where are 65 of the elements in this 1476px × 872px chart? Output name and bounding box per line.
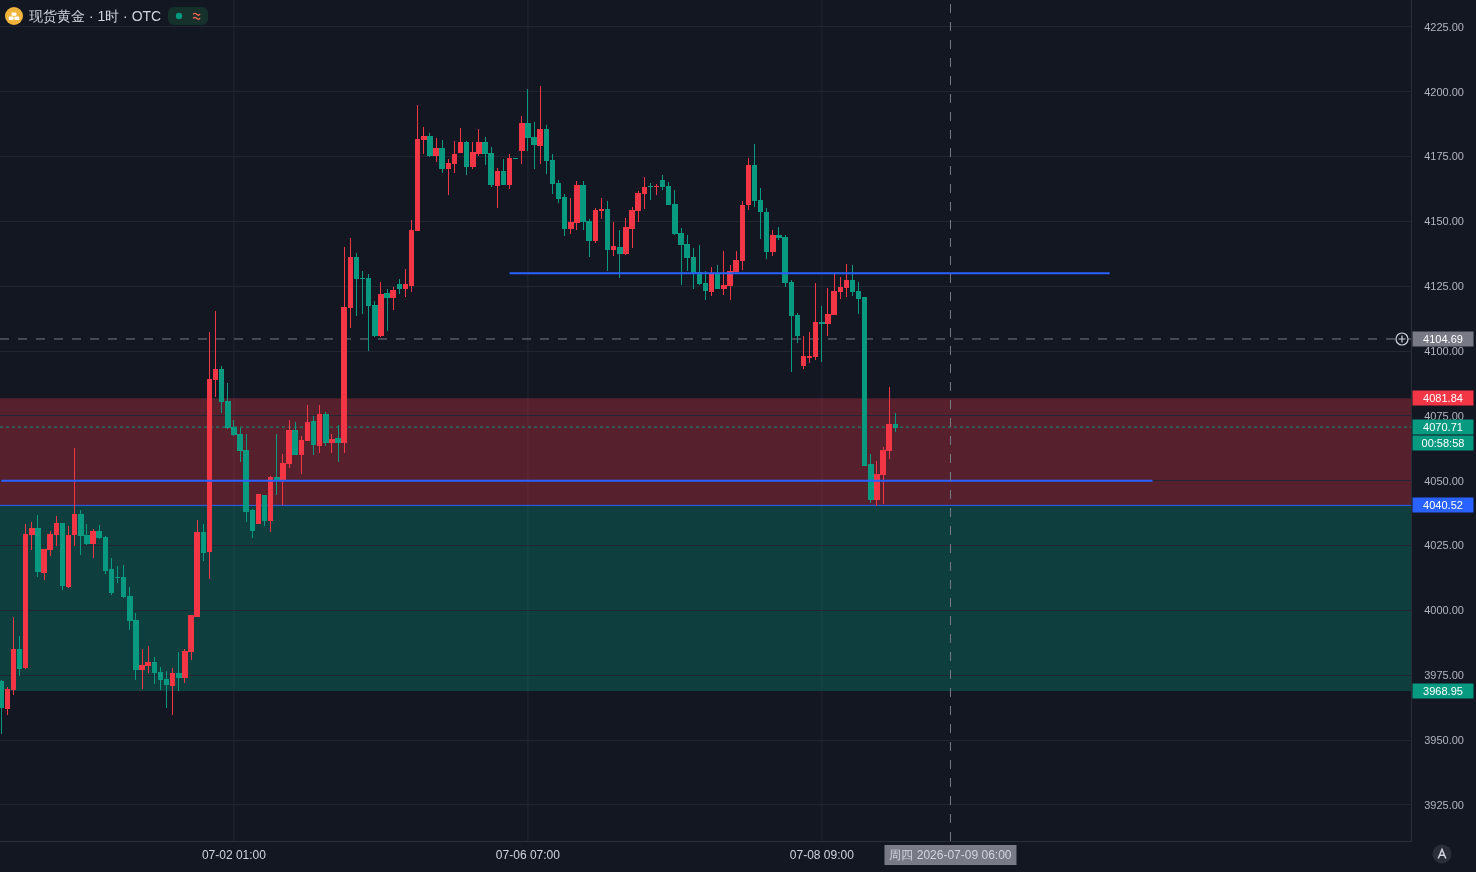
candlestick [537, 85, 543, 165]
candlestick [610, 221, 617, 257]
candlestick [500, 158, 507, 186]
x-tick-label: 07-06 07:00 [495, 848, 561, 863]
y-tick-label: 4225.00 [1424, 20, 1464, 33]
candlestick [384, 288, 390, 332]
candlestick [267, 475, 274, 533]
candlestick [715, 264, 721, 290]
candlestick [261, 494, 268, 527]
candlestick [310, 415, 317, 456]
y-tick-label: 4025.00 [1424, 539, 1464, 552]
text: 00:58:58 [1421, 437, 1465, 449]
y-tick-label: 4200.00 [1424, 85, 1464, 98]
ref-line-label: 4040.52 [1423, 499, 1463, 511]
y-tick-label: 4000.00 [1424, 604, 1464, 617]
candlestick [176, 651, 182, 692]
band-label: 3968.95 [1423, 685, 1463, 697]
candlestick [519, 115, 525, 165]
x-tick-label: 07-02 01:00 [201, 848, 267, 863]
candlestick [329, 433, 335, 454]
candlestick [255, 494, 262, 525]
y-tick-label: 4075.00 [1424, 409, 1464, 422]
y-tick-label: 3975.00 [1424, 669, 1464, 682]
candlestick [770, 229, 776, 257]
candlestick [71, 447, 78, 547]
candlestick [494, 167, 501, 209]
y-tick-label: 4125.00 [1424, 280, 1464, 293]
y-tick-label: 4175.00 [1424, 150, 1464, 163]
candlestick [457, 127, 464, 154]
band-label: 4081.84 [1423, 392, 1463, 404]
candlestick [708, 266, 715, 297]
candlestick [892, 412, 899, 433]
candlestick [604, 200, 611, 272]
candlestick [433, 137, 439, 163]
candlestick [35, 514, 41, 578]
candlestick [427, 132, 433, 158]
candlestick [316, 404, 323, 454]
y-tick-label: 3950.00 [1424, 733, 1464, 746]
candlestick [653, 183, 660, 196]
candlestick [390, 286, 396, 311]
candlestick [378, 281, 384, 338]
candlestick [396, 278, 403, 295]
y-tick-label: 4050.00 [1424, 474, 1464, 487]
candlestick [617, 229, 623, 279]
candlestick [65, 525, 72, 589]
candlestick [200, 523, 207, 562]
ref-line-label: 4104.69 [1423, 333, 1463, 345]
candlestick [274, 433, 280, 496]
y-tick-label: 4150.00 [1424, 215, 1464, 228]
candlestick [0, 679, 4, 735]
y-tick-label: 4100.00 [1424, 344, 1464, 357]
candlestick [819, 305, 825, 362]
candlestick [16, 635, 23, 677]
text: 现货黄金 · 1时 · OTC [29, 7, 162, 24]
x-tick-label: 周四 2026-07-09 06:00 [889, 848, 1012, 863]
candlestick [647, 182, 654, 201]
candlestick [90, 528, 96, 559]
y-tick-label: 3925.00 [1424, 798, 1464, 811]
candlestick [439, 139, 445, 174]
candlestick [463, 140, 470, 176]
candlestick [506, 153, 513, 190]
candlestick [59, 522, 66, 591]
ref-line-label: 4070.71 [1423, 421, 1463, 433]
x-tick-label: 07-08 09:00 [789, 848, 855, 863]
candlestick [169, 667, 176, 716]
